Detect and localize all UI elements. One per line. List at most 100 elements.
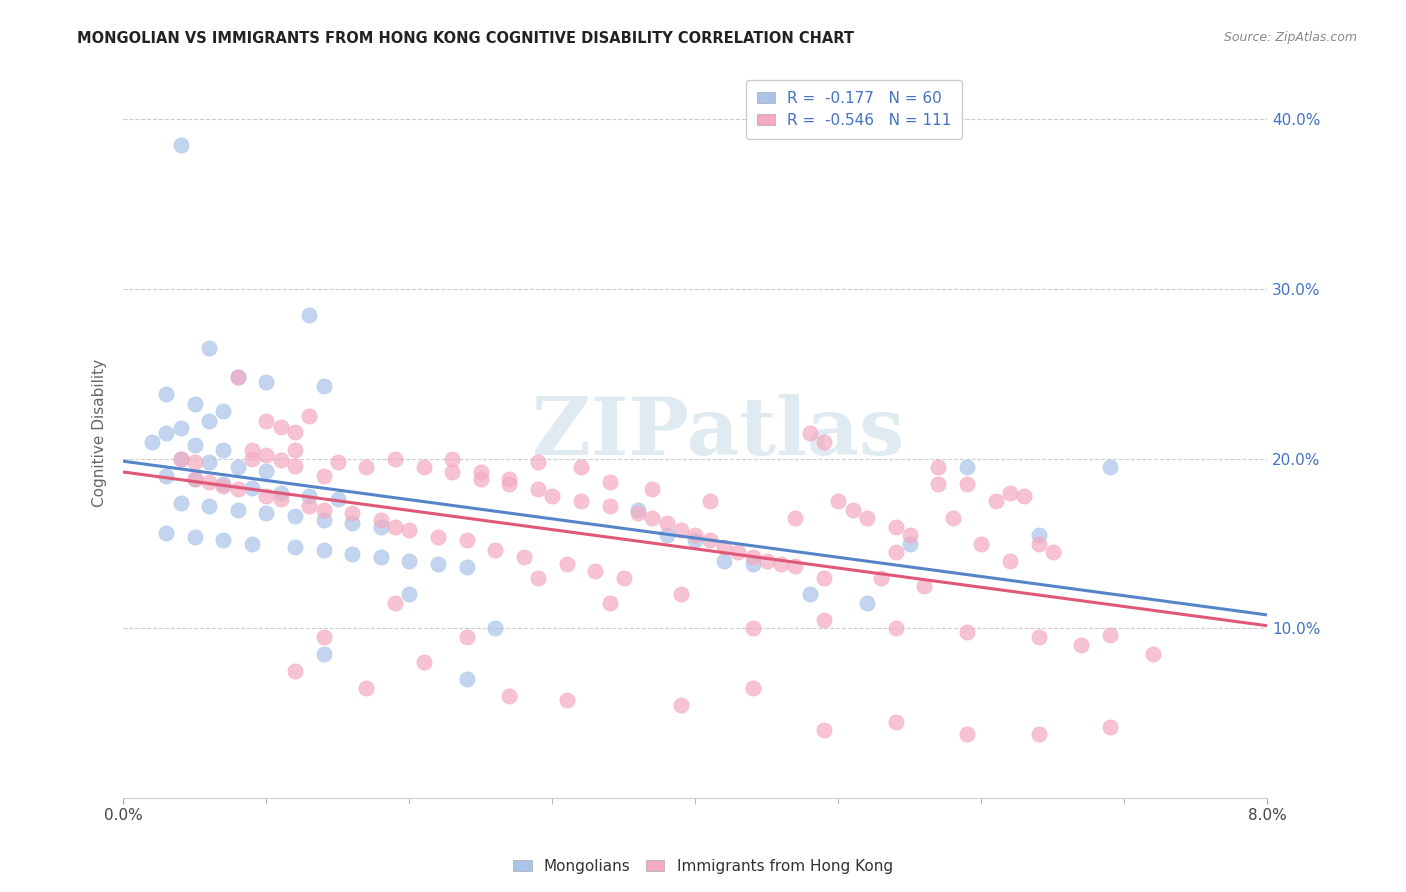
Point — [527, 455, 550, 469]
Point — [1028, 630, 1050, 644]
Point — [627, 502, 650, 516]
Point — [555, 557, 578, 571]
Point — [685, 533, 707, 548]
Point — [741, 681, 763, 695]
Point — [356, 460, 378, 475]
Point — [384, 519, 406, 533]
Point — [370, 513, 392, 527]
Point — [956, 460, 979, 475]
Point — [398, 523, 420, 537]
Point — [184, 455, 207, 469]
Point — [340, 516, 363, 531]
Point — [998, 485, 1021, 500]
Point — [169, 137, 191, 152]
Point — [198, 475, 221, 490]
Point — [456, 673, 478, 687]
Point — [312, 630, 335, 644]
Point — [498, 690, 520, 704]
Point — [669, 523, 692, 537]
Point — [184, 472, 207, 486]
Point — [155, 526, 177, 541]
Point — [498, 477, 520, 491]
Point — [184, 397, 207, 411]
Point — [198, 455, 221, 469]
Point — [184, 438, 207, 452]
Point — [312, 502, 335, 516]
Point — [169, 451, 191, 466]
Point — [226, 483, 249, 497]
Point — [599, 596, 621, 610]
Point — [456, 560, 478, 574]
Point — [713, 540, 735, 554]
Point — [927, 460, 949, 475]
Point — [1028, 528, 1050, 542]
Point — [312, 513, 335, 527]
Point — [254, 506, 277, 520]
Point — [240, 451, 263, 466]
Point — [284, 443, 307, 458]
Point — [412, 460, 434, 475]
Point — [541, 489, 564, 503]
Point — [412, 656, 434, 670]
Point — [212, 404, 235, 418]
Point — [599, 500, 621, 514]
Point — [799, 587, 821, 601]
Point — [254, 376, 277, 390]
Point — [284, 664, 307, 678]
Point — [741, 550, 763, 565]
Point — [298, 500, 321, 514]
Point — [1098, 460, 1121, 475]
Y-axis label: Cognitive Disability: Cognitive Disability — [93, 359, 107, 508]
Point — [555, 692, 578, 706]
Point — [827, 494, 849, 508]
Point — [284, 425, 307, 439]
Point — [270, 485, 292, 500]
Point — [599, 475, 621, 490]
Point — [254, 414, 277, 428]
Point — [212, 477, 235, 491]
Point — [970, 536, 993, 550]
Point — [270, 419, 292, 434]
Point — [813, 613, 835, 627]
Point — [312, 378, 335, 392]
Point — [799, 426, 821, 441]
Point — [226, 460, 249, 475]
Point — [1042, 545, 1064, 559]
Point — [212, 533, 235, 548]
Point — [956, 477, 979, 491]
Point — [841, 502, 863, 516]
Point — [942, 511, 965, 525]
Point — [312, 543, 335, 558]
Point — [426, 557, 449, 571]
Point — [284, 458, 307, 473]
Point — [1028, 536, 1050, 550]
Point — [527, 570, 550, 584]
Point — [484, 543, 506, 558]
Point — [169, 451, 191, 466]
Point — [398, 587, 420, 601]
Point — [240, 443, 263, 458]
Point — [699, 533, 721, 548]
Point — [254, 489, 277, 503]
Point — [326, 455, 349, 469]
Point — [770, 557, 793, 571]
Point — [956, 726, 979, 740]
Point — [212, 443, 235, 458]
Point — [226, 370, 249, 384]
Point — [569, 494, 592, 508]
Point — [155, 387, 177, 401]
Point — [984, 494, 1007, 508]
Point — [583, 564, 606, 578]
Point — [298, 308, 321, 322]
Point — [498, 472, 520, 486]
Point — [927, 477, 949, 491]
Point — [884, 621, 907, 635]
Point — [956, 624, 979, 639]
Point — [813, 570, 835, 584]
Point — [669, 698, 692, 712]
Point — [641, 511, 664, 525]
Point — [312, 647, 335, 661]
Point — [641, 483, 664, 497]
Point — [569, 460, 592, 475]
Point — [884, 519, 907, 533]
